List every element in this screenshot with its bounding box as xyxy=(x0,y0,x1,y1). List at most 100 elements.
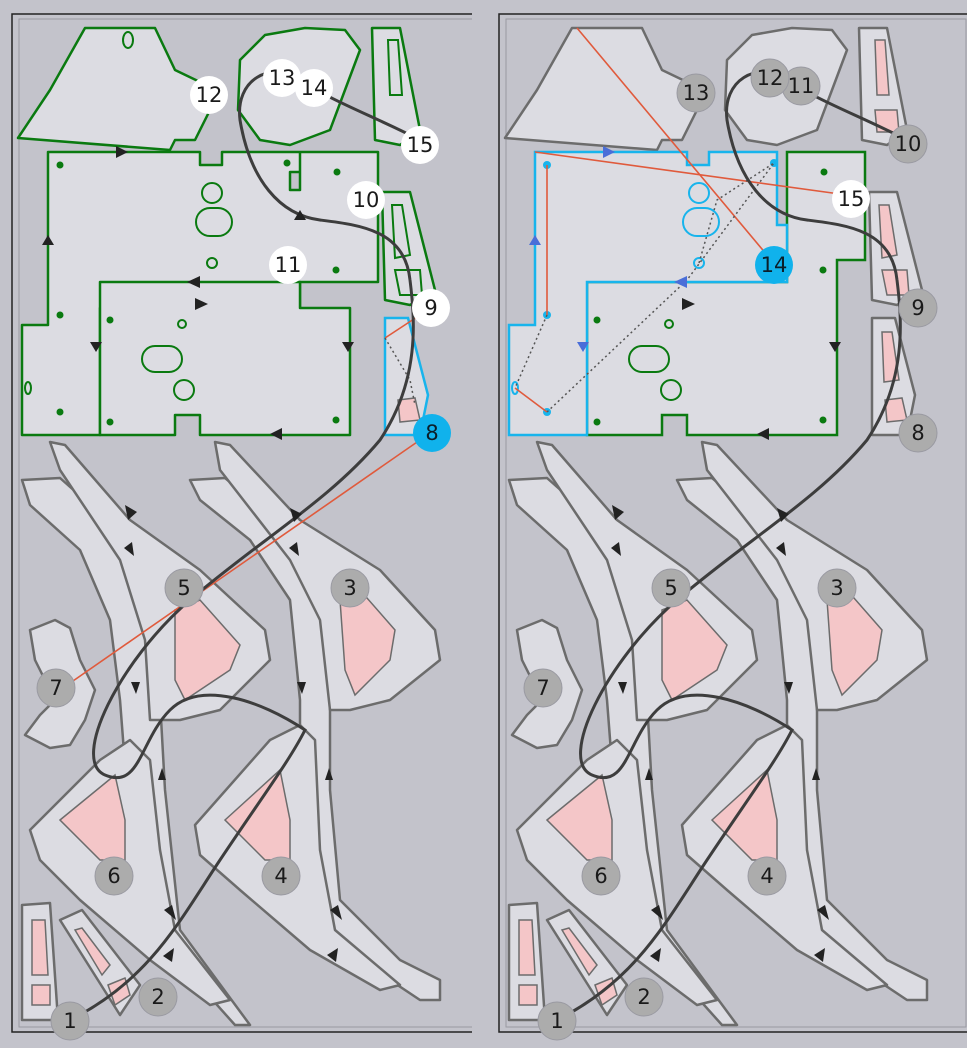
sequence-marker-4: 4 xyxy=(747,856,787,896)
sequence-marker-label: 10 xyxy=(353,188,380,212)
sequence-marker-13: 13 xyxy=(676,73,716,113)
sequence-marker-11: 11 xyxy=(269,246,307,284)
sequence-marker-label: 6 xyxy=(107,864,120,888)
sequence-marker-circle xyxy=(50,1001,90,1041)
sheet-margin xyxy=(18,18,472,1028)
sequence-marker-circle xyxy=(190,76,228,114)
sequence-marker-5: 5 xyxy=(651,568,691,608)
sequence-marker-circle xyxy=(750,58,790,98)
rapid-line-7-8 xyxy=(59,439,421,691)
sequence-marker-label: 13 xyxy=(683,81,710,105)
sheet-margin xyxy=(505,18,967,1028)
sequence-marker-label: 5 xyxy=(664,576,677,600)
sequence-marker-label: 4 xyxy=(760,864,773,888)
sequence-marker-12: 12 xyxy=(750,58,790,98)
sequence-marker-circle xyxy=(817,568,857,608)
sequence-marker-label: 8 xyxy=(425,421,438,445)
sequence-marker-circle xyxy=(412,289,450,327)
dot-group xyxy=(56,159,341,426)
sequence-marker-circle xyxy=(138,977,178,1017)
sequence-marker-label: 3 xyxy=(343,576,356,600)
sequence-marker-9: 9 xyxy=(898,288,938,328)
sequence-marker-label: 5 xyxy=(177,576,190,600)
sequence-marker-2: 2 xyxy=(624,977,664,1017)
sequence-marker-circle xyxy=(261,856,301,896)
sequence-marker-label: 12 xyxy=(196,83,223,107)
sequence-marker-circle xyxy=(898,288,938,328)
sequence-marker-1: 1 xyxy=(50,1001,90,1041)
sequence-marker-label: 14 xyxy=(301,76,328,100)
part-main-inner xyxy=(98,280,352,437)
sequence-marker-circle xyxy=(295,69,333,107)
hole-small-b xyxy=(73,927,111,977)
sequence-marker-8: 8 xyxy=(898,413,938,453)
dotted-travel xyxy=(384,337,416,406)
sequence-marker-circle xyxy=(164,568,204,608)
sequence-marker-circle xyxy=(651,568,691,608)
sequence-marker-label: 14 xyxy=(761,253,788,277)
sequence-marker-2: 2 xyxy=(138,977,178,1017)
travel-path xyxy=(68,70,415,1022)
sequence-marker-14: 14 xyxy=(755,246,793,284)
sequence-marker-label: 9 xyxy=(424,296,437,320)
sequence-marker-3: 3 xyxy=(330,568,370,608)
sequence-marker-label: 12 xyxy=(757,66,784,90)
sequence-marker-5: 5 xyxy=(164,568,204,608)
direction-arrows xyxy=(42,146,354,962)
sequence-marker-10: 10 xyxy=(347,181,385,219)
sequence-marker-1: 1 xyxy=(537,1001,577,1041)
sequence-marker-12: 12 xyxy=(190,76,228,114)
sequence-marker-15: 15 xyxy=(401,126,439,164)
sequence-marker-label: 1 xyxy=(550,1009,563,1033)
hole-5 xyxy=(174,599,241,702)
sequence-marker-circle xyxy=(413,414,451,452)
sequence-marker-10: 10 xyxy=(888,124,928,164)
sequence-marker-9: 9 xyxy=(412,289,450,327)
sequence-marker-label: 10 xyxy=(895,132,922,156)
active-parts-group xyxy=(16,26,437,437)
sequence-marker-label: 9 xyxy=(911,296,924,320)
sequence-marker-circle xyxy=(94,856,134,896)
sequence-marker-circle xyxy=(36,668,76,708)
sequence-marker-8: 8 xyxy=(413,414,451,452)
sequence-marker-label: 7 xyxy=(536,676,549,700)
hole-6 xyxy=(58,773,126,861)
sequence-marker-6: 6 xyxy=(581,856,621,896)
sequence-marker-label: 15 xyxy=(838,187,865,211)
sequence-marker-circle xyxy=(747,856,787,896)
hole-circle-3 xyxy=(173,379,195,401)
sequence-marker-circle xyxy=(523,668,563,708)
sequence-marker-11: 11 xyxy=(781,66,821,106)
hole-group xyxy=(31,589,396,1007)
left-panel xyxy=(11,13,472,1033)
sequence-marker-circle xyxy=(347,181,385,219)
right-parts xyxy=(503,26,929,1027)
sequence-marker-15: 15 xyxy=(832,180,870,218)
hole-slot-2 xyxy=(141,345,183,373)
sequence-marker-label: 15 xyxy=(407,133,434,157)
sequence-marker-circle xyxy=(581,856,621,896)
sequence-marker-circle xyxy=(537,1001,577,1041)
sequence-marker-circle xyxy=(676,73,716,113)
sequence-marker-14: 14 xyxy=(295,69,333,107)
hole-strip-top xyxy=(386,39,404,96)
sequence-marker-circle xyxy=(401,126,439,164)
sequence-marker-6: 6 xyxy=(94,856,134,896)
sequence-marker-4: 4 xyxy=(261,856,301,896)
sequence-marker-circle xyxy=(269,246,307,284)
part-bracket-6 xyxy=(193,723,402,992)
hole-small-a2 xyxy=(31,984,51,1006)
sequence-marker-3: 3 xyxy=(817,568,857,608)
sequence-marker-label: 4 xyxy=(274,864,287,888)
sequence-marker-label: 8 xyxy=(911,421,924,445)
part-wedge xyxy=(16,26,212,152)
sequence-marker-label: 3 xyxy=(830,576,843,600)
sequence-marker-label: 2 xyxy=(151,985,164,1009)
sequence-marker-circle xyxy=(898,413,938,453)
sequence-marker-label: 2 xyxy=(637,985,650,1009)
sequence-marker-13: 13 xyxy=(263,59,301,97)
hole-circle-2 xyxy=(206,257,218,269)
